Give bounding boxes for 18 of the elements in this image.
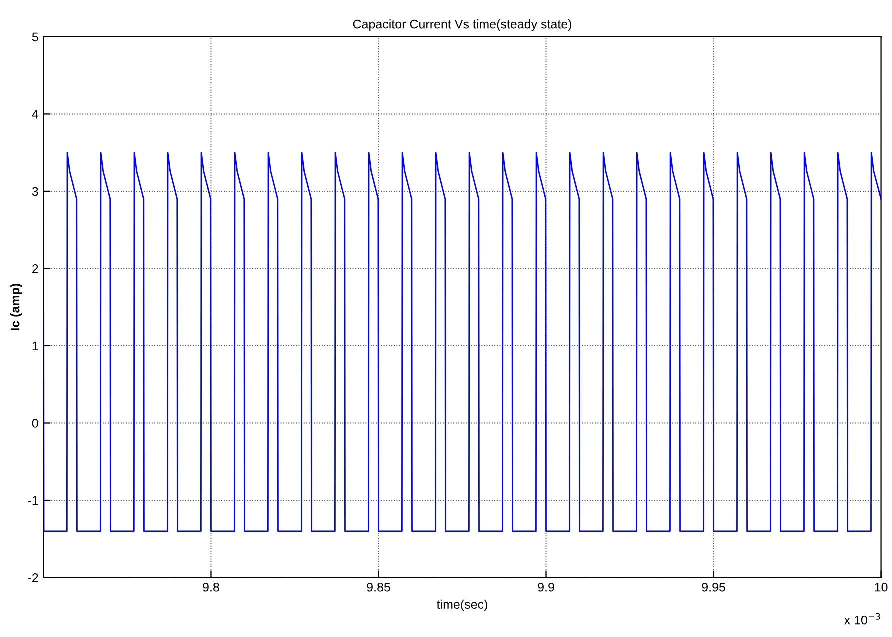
line-series: [44, 152, 882, 532]
x-tick-label: 9.9: [538, 582, 554, 592]
x-tick-label: 9.95: [702, 582, 726, 592]
y-tick-label: 4: [32, 110, 38, 119]
x-tick-label: 9.8: [203, 582, 220, 592]
y-tick-label: 2: [32, 264, 38, 274]
y-tick-label: 3: [32, 187, 38, 196]
y-tick-label: 1: [32, 342, 38, 351]
y-tick-label: 0: [32, 419, 38, 428]
chart-title: Capacitor Current Vs time(steady state): [353, 20, 572, 32]
y-tick-label: -2: [28, 574, 38, 582]
x-tick-label: 10: [875, 582, 888, 592]
x-axis-title: time(sec): [436, 600, 488, 612]
y-tick-label: -1: [28, 496, 38, 506]
text: x 10$^{−3}$: [844, 613, 880, 625]
y-axis-title: Ic (amp): [10, 284, 22, 330]
x-tick-label: 9.85: [367, 582, 390, 592]
y-tick-label: 5: [32, 32, 38, 42]
